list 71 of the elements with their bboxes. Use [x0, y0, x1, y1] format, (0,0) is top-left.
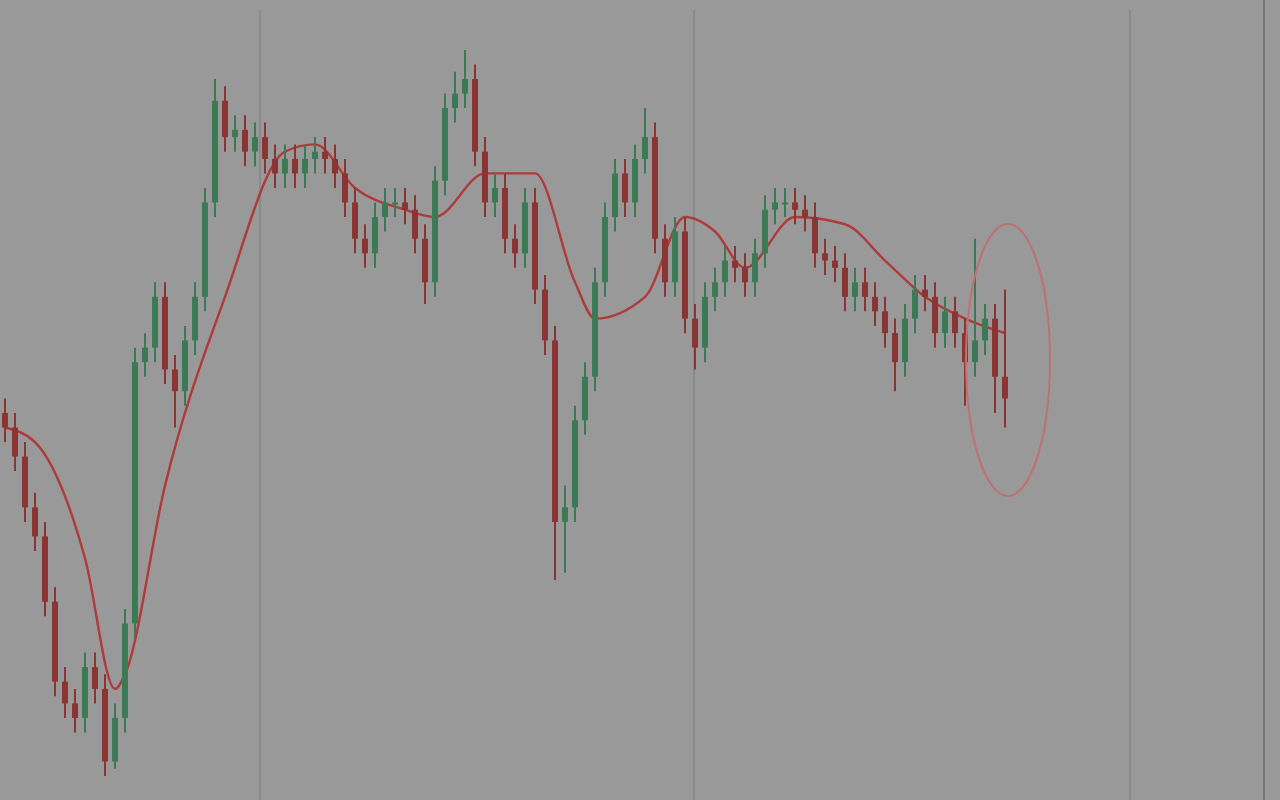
- candlestick: [722, 245, 728, 298]
- candlestick: [452, 70, 458, 124]
- candlestick: [2, 397, 8, 444]
- candlestick: [282, 143, 288, 189]
- candlestick: [292, 143, 298, 189]
- candlestick: [642, 107, 648, 175]
- candlestick: [842, 252, 848, 313]
- candlestick: [892, 317, 898, 393]
- candlestick: [352, 186, 358, 255]
- candlestick: [92, 651, 98, 705]
- candlestick: [772, 186, 778, 226]
- candlestick: [862, 266, 868, 313]
- candlestick: [802, 194, 808, 233]
- candlestick: [362, 223, 368, 269]
- candlestick: [172, 353, 178, 429]
- candlestick: [902, 303, 908, 378]
- candlestick: [732, 245, 738, 284]
- candlestick: [372, 201, 378, 269]
- candlestick: [62, 666, 68, 719]
- candlestick: [982, 303, 988, 356]
- candlestick: [32, 491, 38, 552]
- candlestick: [882, 295, 888, 349]
- candlestick: [742, 252, 748, 298]
- candlestick: [242, 114, 248, 168]
- candlestick: [832, 245, 838, 284]
- candlestick: [932, 281, 938, 349]
- candlestick: [412, 194, 418, 255]
- candlestick: [222, 85, 228, 153]
- candlestick: [462, 49, 468, 110]
- candlestick: [312, 136, 318, 175]
- candlestick: [632, 143, 638, 218]
- candlestick: [382, 186, 388, 233]
- candlestick: [852, 266, 858, 313]
- candlestick: [272, 143, 278, 189]
- candlestick: [492, 172, 498, 218]
- candlestick: [752, 237, 758, 298]
- candlestick: [782, 186, 788, 218]
- candlestick: [392, 186, 398, 218]
- candlestick: [562, 484, 568, 574]
- candlestick: [112, 702, 118, 770]
- candlestick: [922, 274, 928, 313]
- candlestick: [952, 295, 958, 349]
- candlestick: [792, 186, 798, 226]
- candlestick: [302, 143, 308, 189]
- candlestick: [582, 361, 588, 436]
- candlestick: [912, 274, 918, 335]
- candlestick: [142, 332, 148, 378]
- candlestick: [972, 237, 978, 378]
- candlestick: [252, 121, 258, 168]
- candlestick: [512, 223, 518, 269]
- candlestick: [332, 143, 338, 189]
- candlestick: [262, 121, 268, 175]
- candlestick: [232, 114, 238, 153]
- candlestick: [622, 157, 628, 218]
- candlestick: [12, 412, 18, 473]
- candlestick: [402, 186, 408, 226]
- candlestick: [72, 687, 78, 734]
- candlestick: [712, 266, 718, 313]
- candlestick: [822, 237, 828, 277]
- candlestick: [762, 194, 768, 269]
- candlestick: [662, 223, 668, 298]
- candlestick: [1002, 288, 1008, 429]
- candlestick: [692, 303, 698, 371]
- candlestick: [342, 157, 348, 218]
- candlestick: [812, 201, 818, 269]
- candlestick: [942, 295, 948, 349]
- candlestick: [322, 136, 328, 175]
- candlestick: [612, 157, 618, 233]
- candlestick: [422, 223, 428, 306]
- candlestick: [872, 281, 878, 327]
- candlestick: [192, 281, 198, 356]
